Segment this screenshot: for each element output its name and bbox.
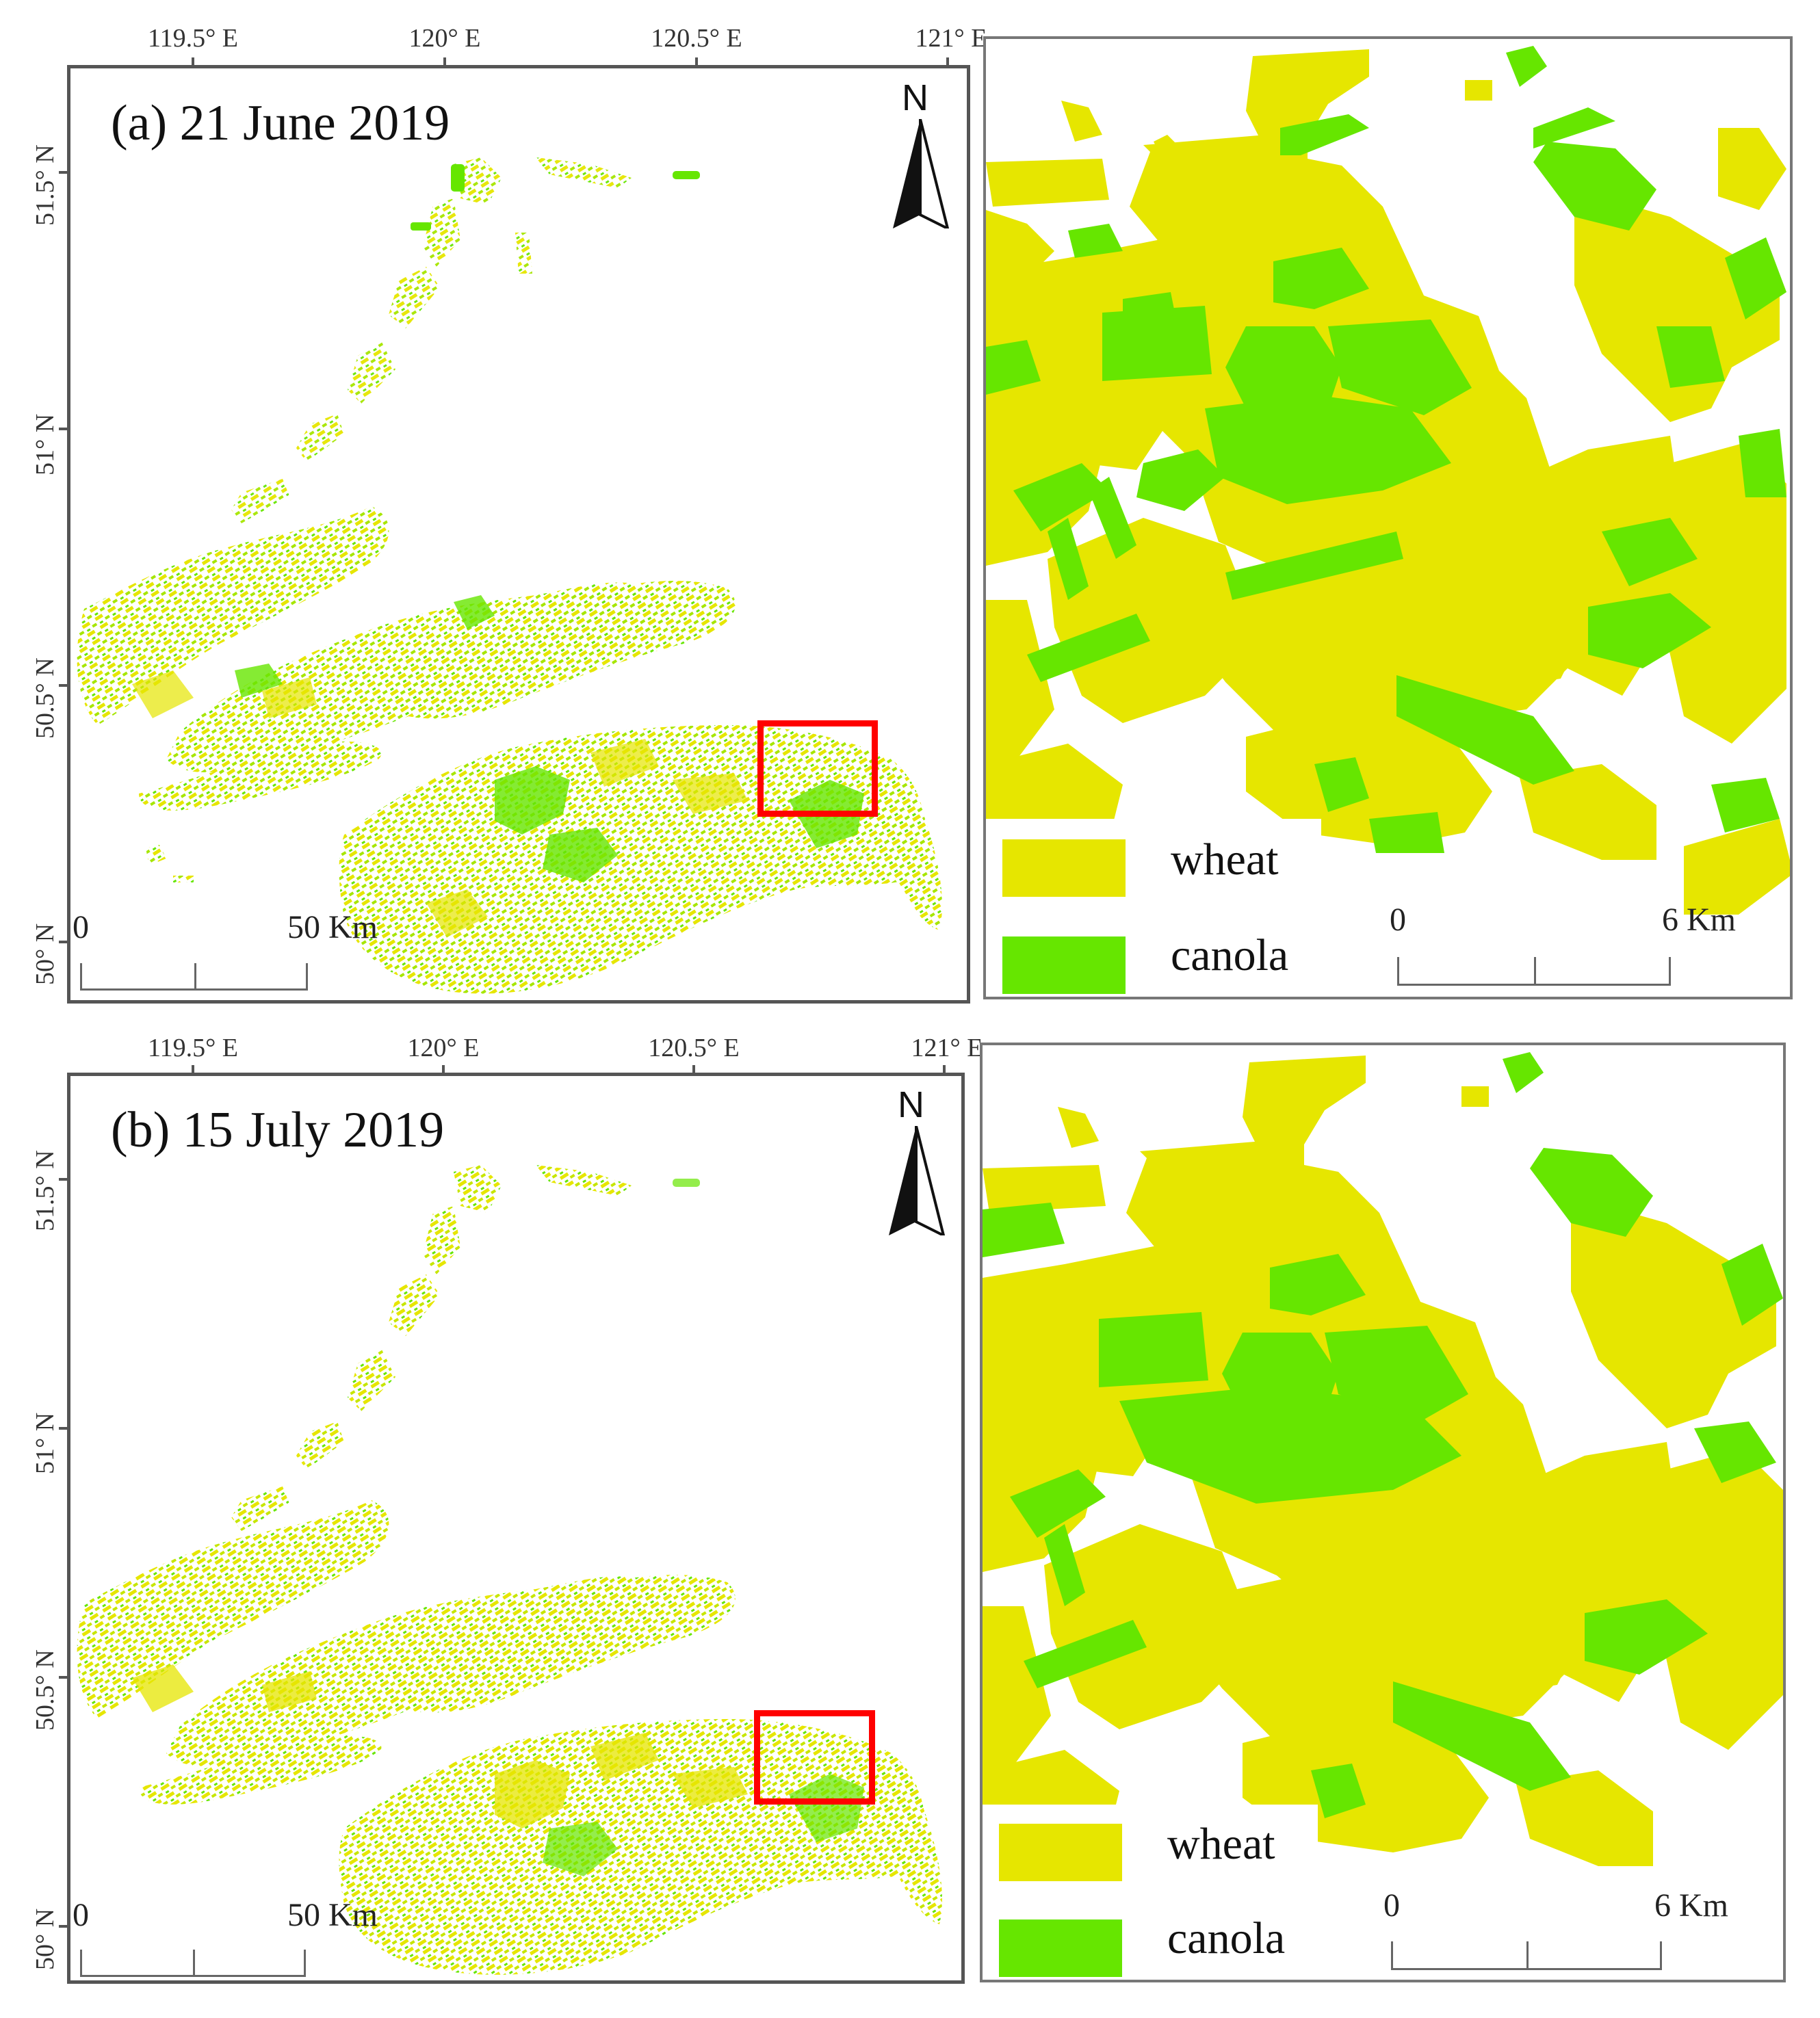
- lon-label-120-5: 120.5° E: [648, 1034, 740, 1062]
- inset-scalebar-a: [1397, 957, 1671, 986]
- lat-label-50-5: 50.5° N: [31, 657, 60, 739]
- lat-tick-50-5: [59, 1676, 68, 1679]
- lon-label-121: 121° E: [915, 24, 987, 53]
- lat-tick-51-5: [59, 171, 68, 174]
- north-arrow-b: N: [885, 1084, 947, 1235]
- overview-map-frame-a: [67, 65, 970, 1004]
- lon-tick-120-5: [695, 57, 698, 67]
- lon-tick-119-5: [192, 1065, 194, 1075]
- lon-tick-121: [946, 57, 949, 67]
- legend-b: wheat canola: [983, 1805, 1318, 1980]
- legend-swatch-wheat: [999, 1824, 1122, 1881]
- inset-scale-end-b: 6 Km: [1654, 1887, 1728, 1924]
- lat-tick-51: [59, 428, 68, 430]
- lon-tick-120: [443, 57, 446, 67]
- lon-tick-121: [943, 1065, 946, 1075]
- lat-label-50: 50° N: [31, 923, 60, 985]
- overview-crop-map-a: [77, 157, 942, 994]
- lat-tick-51-5: [59, 1178, 68, 1181]
- lon-label-120: 120° E: [407, 1034, 480, 1062]
- overview-map-frame-b: [67, 1073, 965, 1984]
- overview-scalebar-a: [80, 963, 308, 991]
- inset-map-frame-b: wheat canola 0 6 Km: [980, 1043, 1786, 1982]
- overview-scale-end-b: 50 Km: [287, 1897, 378, 1933]
- inset-scalebar-b: [1391, 1941, 1662, 1970]
- legend-label-canola: canola: [1171, 930, 1289, 980]
- lat-tick-50: [59, 941, 68, 943]
- inset-map-frame-a: wheat canola 0 6 Km: [983, 36, 1793, 999]
- lon-label-119-5: 119.5° E: [148, 24, 238, 53]
- legend-a: wheat canola: [986, 819, 1321, 997]
- lon-label-119-5: 119.5° E: [148, 1034, 238, 1062]
- lon-tick-120: [442, 1065, 445, 1075]
- legend-label-wheat: wheat: [1167, 1819, 1275, 1869]
- lat-label-51: 51° N: [31, 1412, 60, 1474]
- lon-label-121: 121° E: [911, 1034, 983, 1062]
- north-arrow-icon: [889, 1126, 946, 1235]
- inset-field-map-a: [986, 46, 1790, 935]
- overview-scale-start-b: 0: [73, 1897, 89, 1933]
- north-arrow-a: N: [889, 77, 951, 228]
- inset-scale-start-a: 0: [1390, 902, 1406, 938]
- lat-label-51-5: 51.5° N: [31, 1150, 60, 1231]
- inset-scale-start-b: 0: [1383, 1887, 1400, 1924]
- overview-scale-end-a: 50 Km: [287, 909, 378, 945]
- lon-label-120: 120° E: [408, 24, 481, 53]
- lat-label-51-5: 51.5° N: [31, 144, 60, 226]
- panel-title-b: (b) 15 July 2019: [111, 1102, 445, 1158]
- lat-label-50-5: 50.5° N: [31, 1649, 60, 1731]
- north-label: N: [902, 77, 928, 118]
- overview-scale-start-a: 0: [73, 909, 89, 945]
- lat-tick-50-5: [59, 684, 68, 687]
- lat-label-51: 51° N: [31, 413, 60, 475]
- north-arrow-icon: [893, 119, 950, 228]
- lat-label-50: 50° N: [31, 1908, 60, 1970]
- lon-tick-120-5: [692, 1065, 695, 1075]
- inset-highlight-box-b: [754, 1710, 875, 1805]
- lon-label-120-5: 120.5° E: [651, 24, 742, 53]
- legend-swatch-wheat: [1002, 839, 1126, 897]
- lon-tick-119-5: [192, 57, 194, 67]
- lat-tick-50: [59, 1925, 68, 1928]
- overview-crop-map-b: [77, 1165, 942, 1975]
- legend-label-wheat: wheat: [1171, 835, 1279, 884]
- lat-tick-51: [59, 1427, 68, 1430]
- overview-scalebar-b: [80, 1950, 306, 1977]
- panel-title-a: (a) 21 June 2019: [111, 95, 450, 151]
- north-label: N: [898, 1084, 924, 1125]
- inset-scale-end-a: 6 Km: [1662, 902, 1736, 938]
- legend-label-canola: canola: [1167, 1913, 1286, 1963]
- legend-swatch-canola: [1002, 936, 1126, 994]
- inset-highlight-box-a: [757, 720, 878, 817]
- legend-swatch-canola: [999, 1919, 1122, 1977]
